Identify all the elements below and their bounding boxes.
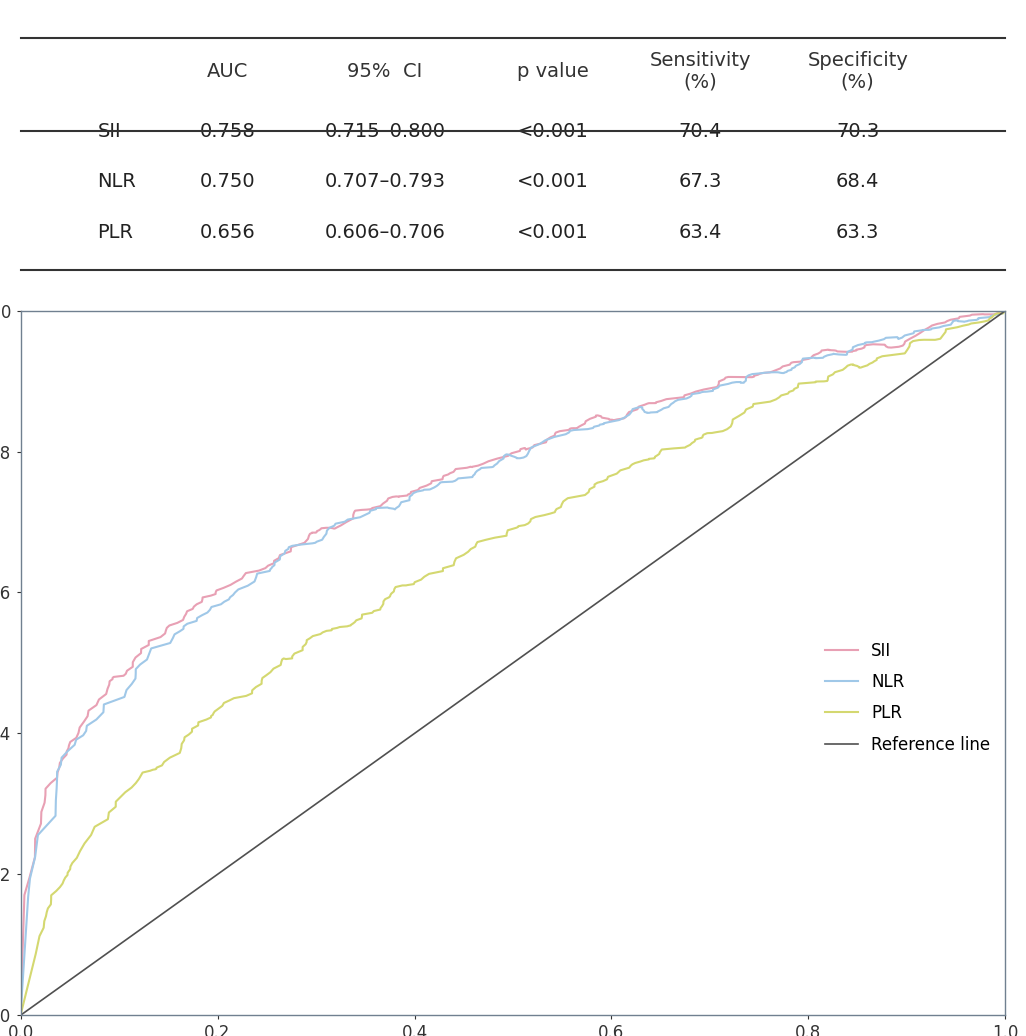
PLR [14, 1009, 27, 1021]
SII [999, 305, 1012, 317]
PLR [962, 318, 975, 330]
NLR [951, 315, 963, 327]
Line: SII: SII [21, 311, 1005, 1015]
NLR [14, 1009, 27, 1021]
PLR [817, 375, 829, 387]
PLR [918, 334, 931, 346]
PLR [951, 321, 963, 334]
Line: PLR: PLR [21, 311, 1005, 1015]
SII [925, 319, 938, 332]
NLR [957, 315, 970, 327]
NLR [738, 376, 750, 388]
Legend: SII, NLR, PLR, Reference line: SII, NLR, PLR, Reference line [818, 635, 997, 760]
NLR [933, 321, 945, 334]
SII [14, 1009, 27, 1021]
SII [326, 522, 339, 535]
PLR [999, 305, 1012, 317]
PLR [689, 433, 702, 445]
SII [886, 341, 899, 353]
SII [918, 324, 931, 337]
Line: NLR: NLR [21, 311, 1005, 1015]
SII [660, 393, 672, 405]
PLR [316, 626, 328, 638]
NLR [828, 348, 840, 361]
SII [805, 351, 818, 364]
NLR [394, 498, 406, 511]
NLR [999, 305, 1012, 317]
